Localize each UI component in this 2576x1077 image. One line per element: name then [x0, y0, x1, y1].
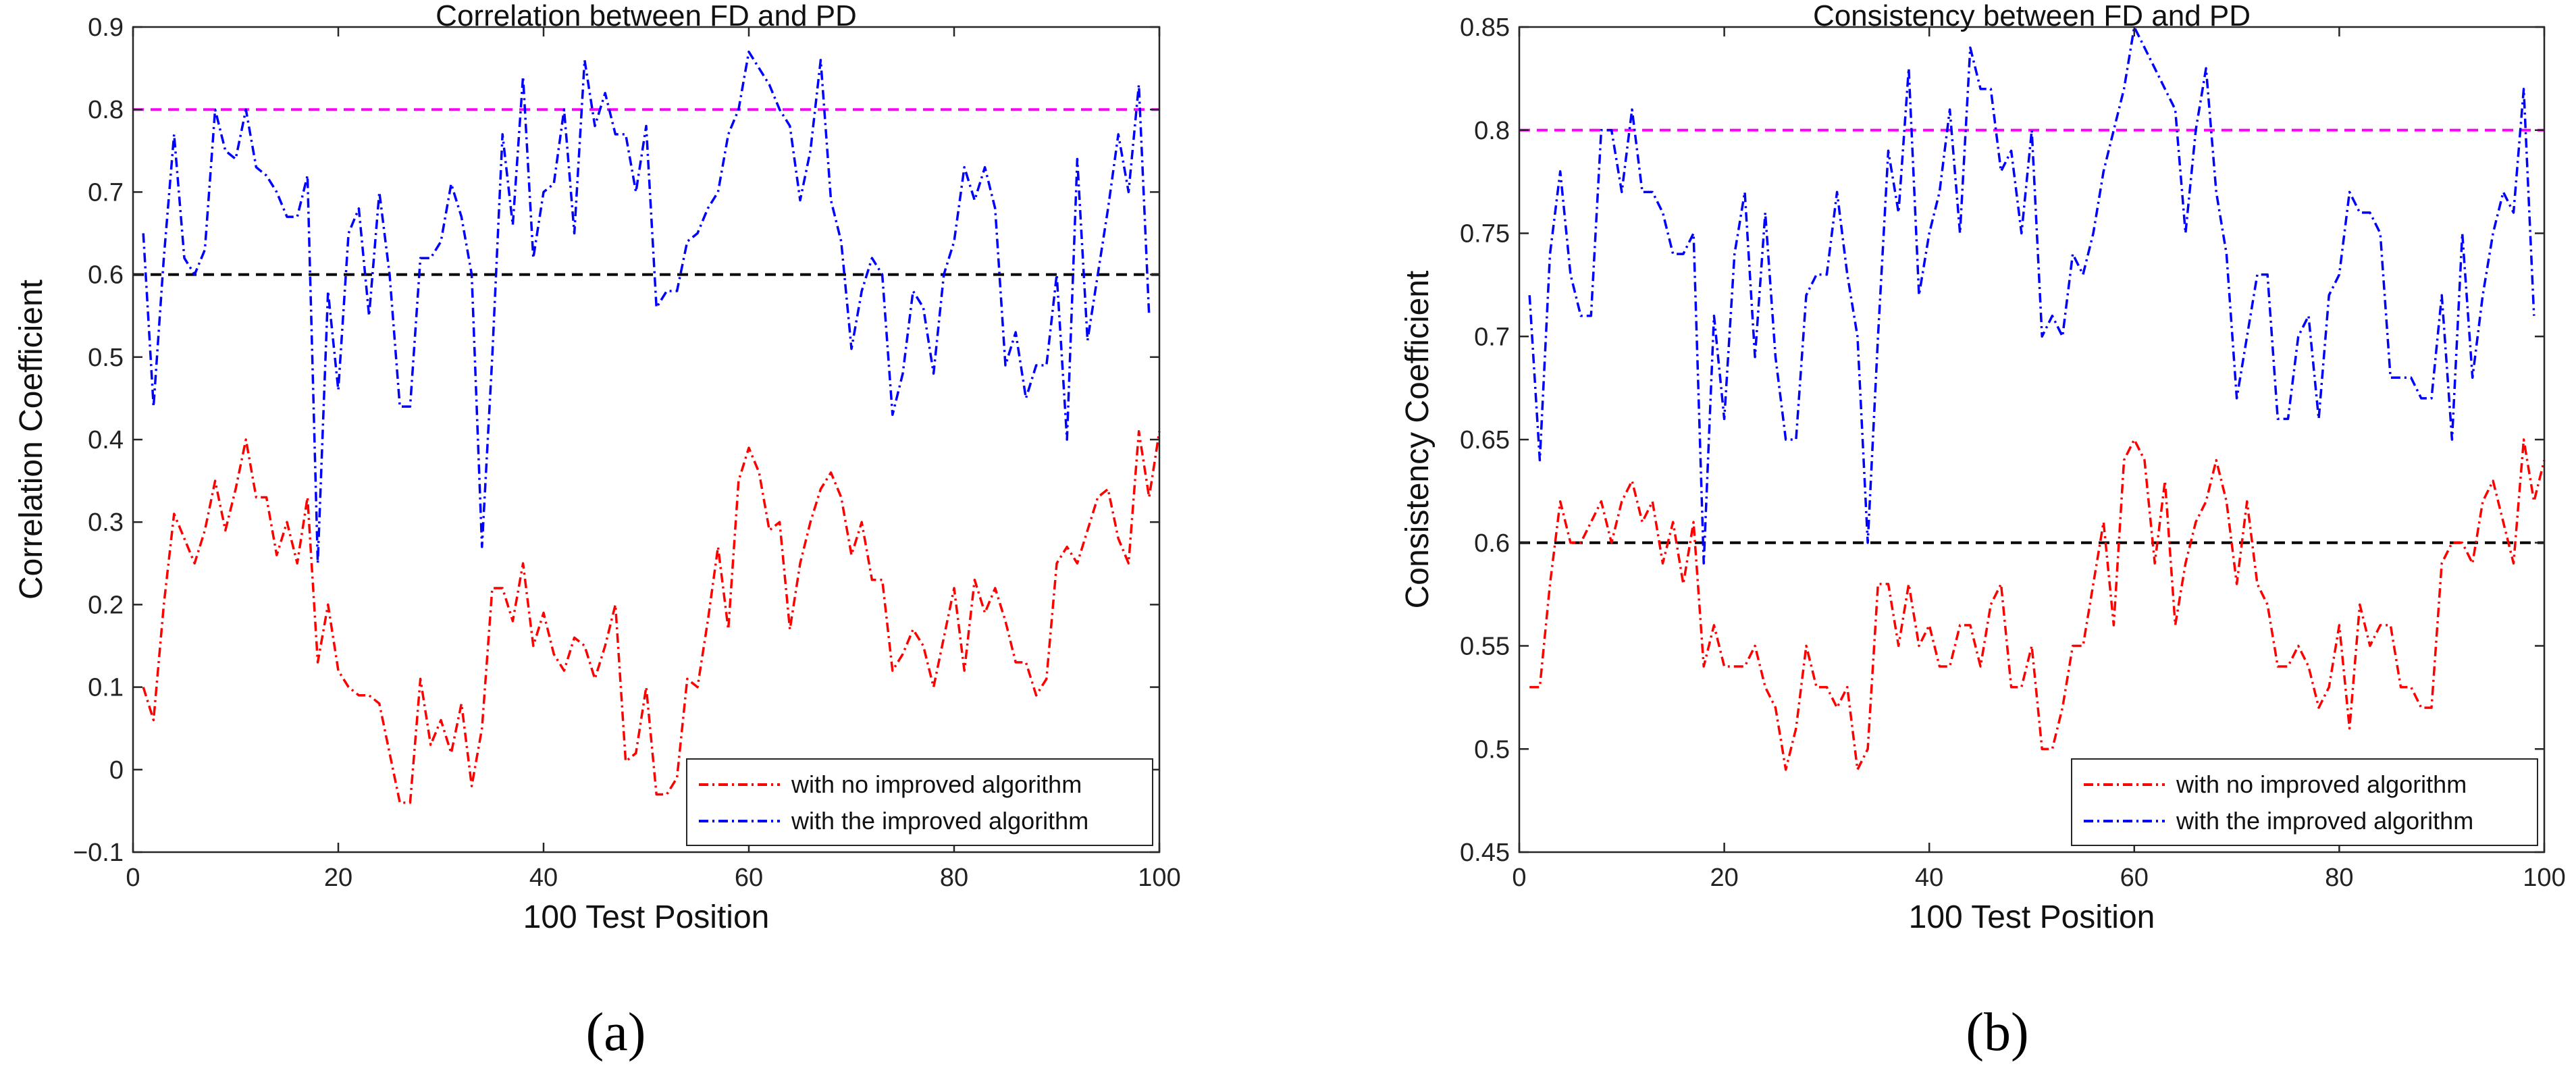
- series-line-improved: [1528, 26, 2535, 565]
- chart-title: Correlation between FD and PD: [436, 0, 857, 32]
- legend: with no improved algorithm with the impro…: [686, 758, 1153, 846]
- y-tick-label: 0.6: [1474, 529, 1510, 558]
- legend-label-no-improved: with no improved algorithm: [791, 770, 1082, 798]
- y-tick-label: 0.5: [88, 344, 124, 372]
- x-tick-label: 60: [2120, 864, 2149, 892]
- chart-title: Consistency between FD and PD: [1813, 0, 2251, 32]
- legend: with no improved algorithm with the impro…: [2071, 758, 2538, 846]
- x-tick-label: 100: [2523, 864, 2565, 892]
- y-tick-label: 0.55: [1460, 633, 1510, 661]
- y-tick-label: 0.85: [1460, 14, 1510, 42]
- y-tick-label: 0.7: [1474, 323, 1510, 351]
- legend-box: [2071, 758, 2538, 846]
- y-tick-label: 0: [109, 756, 124, 785]
- panel-label: (b): [1966, 1003, 2028, 1062]
- y-tick-label: 0.2: [88, 591, 124, 619]
- y-tick-label: −0.1: [73, 839, 124, 867]
- chart-a: −0.100.10.20.30.40.50.60.70.80.90 20 40 60 8…: [14, 0, 1181, 1062]
- x-tick-label: 0: [1512, 864, 1526, 892]
- x-tick-label: 40: [1915, 864, 1943, 892]
- plot-area: [1519, 27, 2544, 852]
- legend-label-improved: with the improved algorithm: [2176, 807, 2473, 835]
- x-axis-label: 100 Test Position: [523, 899, 770, 935]
- x-axis-label: 100 Test Position: [1909, 899, 2155, 935]
- x-tick-label: 20: [324, 864, 352, 892]
- y-tick-label: 0.9: [88, 14, 124, 42]
- y-tick-label: 0.8: [88, 96, 124, 124]
- x-tick-label: 40: [529, 864, 558, 892]
- y-tick-label: 0.3: [88, 508, 124, 537]
- y-axis-label: Correlation Coefficient: [14, 280, 49, 600]
- y-tick-label: 0.1: [88, 674, 124, 702]
- y-tick-label: 0.5: [1474, 735, 1510, 764]
- x-tick-label: 80: [2325, 864, 2353, 892]
- y-tick-label: 0.75: [1460, 220, 1510, 248]
- legend-label-no-improved: with no improved algorithm: [2176, 770, 2467, 798]
- plot-area: [133, 27, 1159, 852]
- series-line-no-improved: [1529, 438, 2546, 771]
- y-tick-label: 0.4: [88, 426, 124, 454]
- chart-b: 0.45 0.5 0.55 0.6 0.65 0.7 0.75 0.8 0.85 0 20 40 60 8…: [1400, 0, 2566, 1062]
- y-axis-label: Consistency Coefficient: [1400, 271, 1436, 609]
- x-tick-label: 60: [735, 864, 763, 892]
- x-tick-label: 0: [126, 864, 140, 892]
- y-tick-label: 0.8: [1474, 117, 1510, 145]
- y-tick-label: 0.7: [88, 178, 124, 207]
- legend-box: [686, 758, 1153, 846]
- x-tick-label: 20: [1710, 864, 1738, 892]
- series-line-improved: [142, 50, 1151, 565]
- x-tick-label: 100: [1138, 864, 1180, 892]
- y-tick-label: 0.45: [1460, 839, 1510, 867]
- y-tick-label: 0.65: [1460, 426, 1510, 454]
- legend-label-improved: with the improved algorithm: [791, 807, 1088, 835]
- series-line-no-improved: [142, 430, 1161, 804]
- y-tick-label: 0.6: [88, 261, 124, 290]
- panel-label: (a): [586, 1003, 646, 1062]
- x-tick-label: 80: [940, 864, 968, 892]
